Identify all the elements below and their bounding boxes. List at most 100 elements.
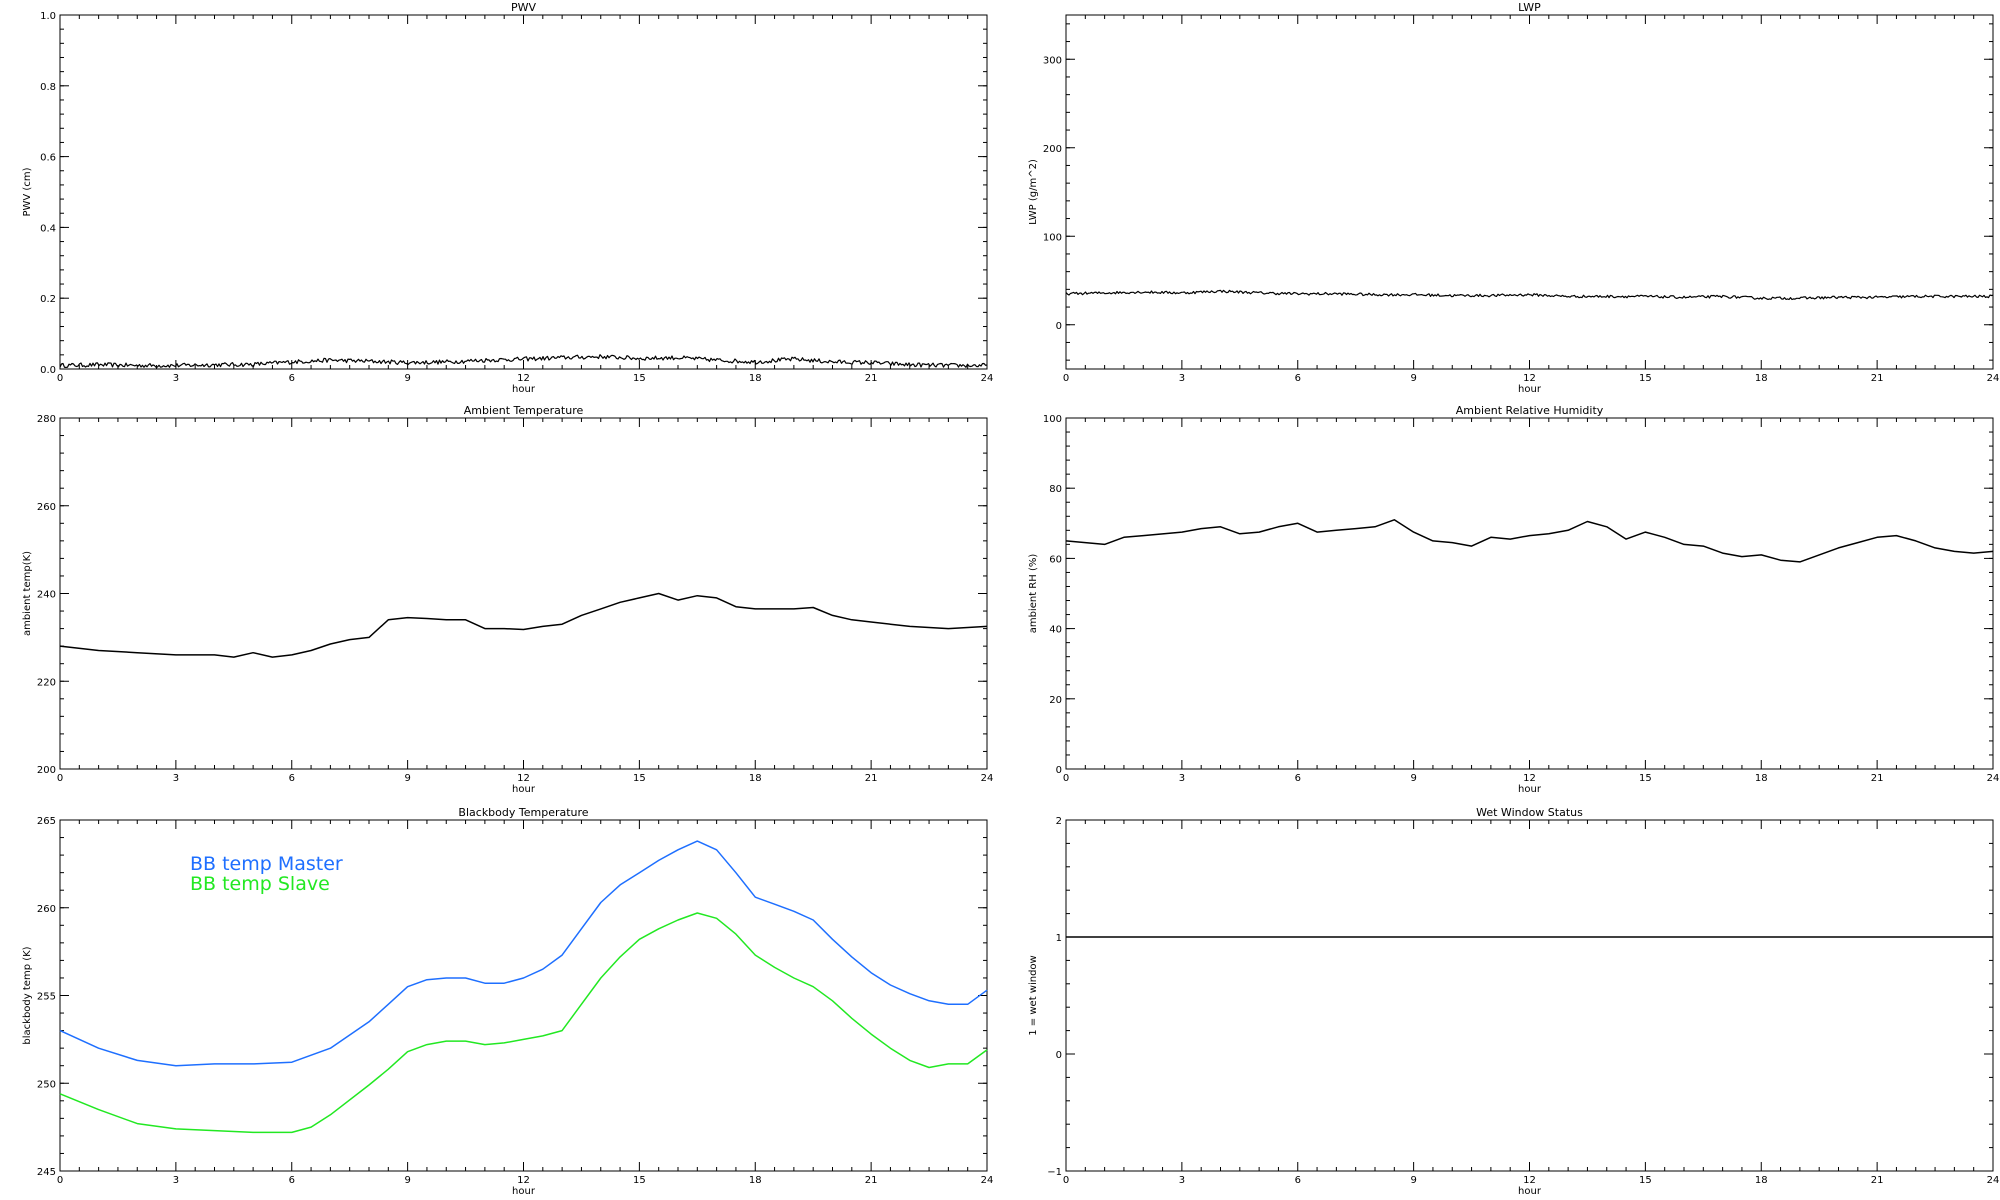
panel-blackbody-temp: Blackbody Temperature 0 3 6 9 12 15 18 21 24 245 25… (22, 806, 993, 1197)
y-tick-label: 0 (1056, 1050, 1062, 1061)
x-tick-label: 15 (633, 773, 646, 784)
panel-ambient-rh: Ambient Relative Humidity 0 3 6 9 12 15 18 21 24 0… (1028, 404, 1999, 795)
x-tick-label: 9 (404, 373, 410, 384)
y-tick-label: 265 (37, 816, 56, 827)
y-tick-label: 1.0 (40, 11, 56, 22)
y-tick-label: 250 (37, 1079, 56, 1090)
y-tick-label: 0.2 (40, 294, 56, 305)
y-tick-label: 100 (1043, 414, 1062, 425)
y-tick-label: 280 (37, 414, 56, 425)
y-axis-label: ambient RH (%) (1028, 554, 1039, 634)
x-tick-label: 9 (1410, 1175, 1416, 1186)
panel-lwp: LWP 0 3 6 9 12 15 18 21 24 0 100 200 300 hour LWP (g/m^… (1028, 1, 1999, 395)
series-line-0 (59, 592, 988, 658)
panel-ambient-temp: Ambient Temperature 0 3 6 9 12 15 18 21 24 200 220 2… (22, 404, 993, 795)
x-tick-label: 18 (1755, 373, 1768, 384)
y-axis-label: blackbody temp (K) (22, 946, 33, 1044)
x-axis-label: hour (512, 384, 536, 395)
x-axis-label: hour (1518, 384, 1542, 395)
y-axis-label: ambient temp(K) (22, 551, 33, 636)
y-tick-label: 200 (1043, 144, 1062, 155)
x-tick-label: 6 (289, 373, 295, 384)
x-tick-label: 0 (57, 373, 63, 384)
x-tick-label: 9 (404, 773, 410, 784)
x-tick-label: 6 (289, 1175, 295, 1186)
x-tick-label: 15 (1639, 773, 1652, 784)
chart-title: Ambient Temperature (464, 404, 584, 417)
x-tick-label: 3 (1179, 373, 1185, 384)
x-tick-label: 18 (749, 373, 762, 384)
chart-title: LWP (1518, 1, 1541, 14)
series-line-bb-temp-slave (59, 912, 988, 1134)
y-tick-label: 0 (1056, 321, 1062, 332)
x-axis-label: hour (1518, 784, 1542, 795)
y-tick-label: 240 (37, 590, 56, 601)
x-tick-label: 15 (1639, 373, 1652, 384)
x-tick-label: 24 (1987, 773, 2000, 784)
y-tick-label: 300 (1043, 55, 1062, 66)
y-tick-label: 0.6 (40, 153, 56, 164)
x-tick-label: 9 (1410, 373, 1416, 384)
y-tick-label: 245 (37, 1167, 56, 1178)
y-tick-label: 0.4 (40, 223, 56, 234)
x-tick-label: 18 (749, 1175, 762, 1186)
x-tick-label: 12 (1523, 773, 1536, 784)
panel-pwv: PWV 0 3 6 9 12 15 18 21 24 0.0 0.2 0.4 0.6 0.8 1.0 hour P… (22, 1, 993, 395)
y-tick-label: 260 (37, 904, 56, 915)
x-tick-label: 12 (1523, 373, 1536, 384)
x-tick-label: 3 (1179, 1175, 1185, 1186)
series-line-bb-temp-master (59, 840, 988, 1067)
x-tick-label: 6 (1295, 773, 1301, 784)
x-tick-label: 21 (865, 373, 878, 384)
x-tick-label: 21 (1871, 1175, 1884, 1186)
y-tick-label: 80 (1049, 484, 1062, 495)
y-tick-label: 60 (1049, 554, 1062, 565)
chart-title: Blackbody Temperature (458, 806, 588, 819)
legend-entry: BB temp Master (190, 853, 343, 875)
x-axis-label: hour (512, 1186, 536, 1197)
x-axis-label: hour (1518, 1186, 1542, 1197)
y-tick-label: 260 (37, 502, 56, 513)
x-tick-label: 6 (1295, 1175, 1301, 1186)
x-tick-label: 18 (749, 773, 762, 784)
x-tick-label: 15 (633, 373, 646, 384)
y-tick-label: 200 (37, 765, 56, 776)
y-tick-label: 1 (1056, 933, 1062, 944)
y-tick-label: 40 (1049, 625, 1062, 636)
x-tick-label: 21 (1871, 773, 1884, 784)
plot-frame (59, 14, 988, 370)
x-tick-label: 18 (1755, 1175, 1768, 1186)
x-tick-label: 3 (173, 373, 179, 384)
x-tick-label: 6 (1295, 373, 1301, 384)
x-tick-label: 12 (517, 773, 530, 784)
y-axis-label: LWP (g/m^2) (1028, 159, 1039, 225)
x-tick-label: 18 (1755, 773, 1768, 784)
x-tick-label: 15 (633, 1175, 646, 1186)
x-tick-label: 0 (57, 1175, 63, 1186)
x-tick-label: 3 (173, 1175, 179, 1186)
x-tick-label: 21 (865, 773, 878, 784)
plot-frame (1065, 819, 1994, 1172)
x-tick-label: 24 (1987, 373, 2000, 384)
y-tick-label: 220 (37, 677, 56, 688)
series-line-0 (1065, 289, 1994, 301)
x-axis-label: hour (512, 784, 536, 795)
x-tick-label: 24 (981, 373, 994, 384)
x-tick-label: 9 (404, 1175, 410, 1186)
x-tick-label: 24 (981, 773, 994, 784)
x-tick-label: 15 (1639, 1175, 1652, 1186)
y-tick-label: 0.8 (40, 82, 56, 93)
plot-frame (1065, 14, 1994, 370)
plot-frame (59, 417, 988, 770)
x-tick-label: 6 (289, 773, 295, 784)
y-tick-label: 255 (37, 992, 56, 1003)
y-tick-label: 20 (1049, 695, 1062, 706)
y-tick-label: 0.0 (40, 365, 56, 376)
y-axis-label: 1 = wet window (1028, 955, 1039, 1035)
y-axis-label: PWV (cm) (22, 167, 33, 216)
x-tick-label: 12 (517, 373, 530, 384)
x-tick-label: 9 (1410, 773, 1416, 784)
y-tick-label: 100 (1043, 232, 1062, 243)
